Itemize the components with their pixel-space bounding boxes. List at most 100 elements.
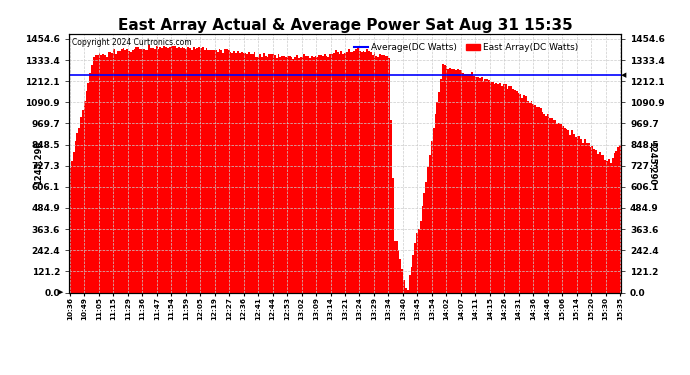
Bar bbox=[501, 86, 503, 292]
Bar bbox=[522, 98, 523, 292]
Bar bbox=[124, 50, 126, 292]
Bar bbox=[538, 107, 540, 292]
Bar bbox=[438, 92, 440, 292]
Bar bbox=[377, 57, 379, 292]
Bar bbox=[619, 145, 621, 292]
Legend: Average(DC Watts), East Array(DC Watts): Average(DC Watts), East Array(DC Watts) bbox=[351, 39, 582, 56]
Bar bbox=[562, 126, 564, 292]
Bar bbox=[197, 48, 198, 292]
Bar bbox=[375, 56, 377, 292]
Text: ▶: ▶ bbox=[58, 290, 63, 296]
Bar bbox=[481, 77, 482, 292]
Bar bbox=[75, 141, 77, 292]
Bar bbox=[346, 52, 348, 292]
Bar bbox=[86, 92, 88, 292]
Bar bbox=[233, 51, 235, 292]
Bar bbox=[239, 53, 241, 292]
Bar bbox=[571, 130, 573, 292]
Bar bbox=[309, 57, 311, 292]
Bar bbox=[161, 48, 163, 292]
Bar bbox=[361, 52, 362, 292]
Bar bbox=[315, 56, 317, 292]
Bar bbox=[408, 275, 411, 292]
Bar bbox=[359, 51, 361, 292]
Bar bbox=[597, 154, 599, 292]
Bar bbox=[400, 259, 402, 292]
Bar bbox=[252, 54, 254, 292]
Bar bbox=[146, 50, 148, 292]
Bar bbox=[566, 129, 567, 292]
Bar bbox=[159, 47, 161, 292]
Bar bbox=[523, 95, 525, 292]
Bar bbox=[460, 70, 462, 292]
Bar bbox=[544, 114, 545, 292]
Bar bbox=[529, 103, 531, 292]
Bar bbox=[549, 118, 551, 292]
Bar bbox=[599, 152, 601, 292]
Bar bbox=[593, 149, 595, 292]
Bar bbox=[237, 51, 239, 292]
Bar bbox=[447, 69, 449, 292]
Bar bbox=[560, 124, 562, 292]
Bar bbox=[130, 52, 132, 292]
Bar bbox=[283, 56, 285, 292]
Bar bbox=[83, 101, 86, 292]
Bar bbox=[331, 54, 333, 292]
Bar bbox=[577, 136, 578, 292]
Bar bbox=[198, 47, 200, 292]
Bar bbox=[143, 50, 145, 292]
Bar bbox=[569, 135, 571, 292]
Bar bbox=[333, 53, 335, 292]
Bar bbox=[270, 54, 272, 292]
Bar bbox=[397, 250, 400, 292]
Bar bbox=[580, 139, 582, 292]
Bar bbox=[582, 143, 584, 292]
Bar bbox=[455, 70, 457, 292]
Bar bbox=[604, 160, 607, 292]
Bar bbox=[265, 57, 266, 292]
Bar bbox=[184, 48, 186, 292]
Bar bbox=[277, 54, 279, 292]
Bar bbox=[208, 50, 209, 292]
Bar bbox=[394, 242, 396, 292]
Bar bbox=[567, 129, 569, 292]
Bar bbox=[317, 57, 318, 292]
Bar bbox=[313, 57, 315, 292]
Bar bbox=[479, 78, 481, 292]
Bar bbox=[202, 47, 204, 292]
Bar bbox=[459, 70, 460, 292]
Bar bbox=[497, 84, 499, 292]
Bar bbox=[488, 80, 490, 292]
Bar bbox=[444, 65, 446, 292]
Bar bbox=[211, 50, 213, 292]
Bar bbox=[555, 120, 556, 292]
Bar bbox=[150, 48, 152, 292]
Bar bbox=[386, 56, 388, 292]
Bar bbox=[154, 49, 156, 292]
Bar bbox=[99, 53, 100, 292]
Bar bbox=[276, 58, 277, 292]
Bar bbox=[436, 102, 438, 292]
Bar bbox=[261, 57, 263, 292]
Bar bbox=[176, 48, 178, 292]
Bar bbox=[298, 58, 299, 292]
Bar bbox=[405, 288, 407, 292]
Bar bbox=[168, 46, 170, 292]
Bar bbox=[379, 54, 381, 292]
Bar bbox=[82, 110, 83, 292]
Bar bbox=[468, 74, 470, 292]
Bar bbox=[602, 155, 604, 292]
Bar bbox=[558, 123, 560, 292]
Bar bbox=[424, 194, 425, 292]
Bar bbox=[435, 114, 436, 292]
Bar bbox=[220, 50, 222, 292]
Bar bbox=[293, 58, 294, 292]
Bar bbox=[575, 136, 577, 292]
Bar bbox=[510, 86, 512, 292]
Bar bbox=[113, 49, 115, 292]
Bar bbox=[126, 50, 128, 292]
Bar bbox=[490, 82, 492, 292]
Bar bbox=[181, 47, 184, 292]
Bar bbox=[473, 75, 475, 292]
Bar bbox=[427, 167, 429, 292]
